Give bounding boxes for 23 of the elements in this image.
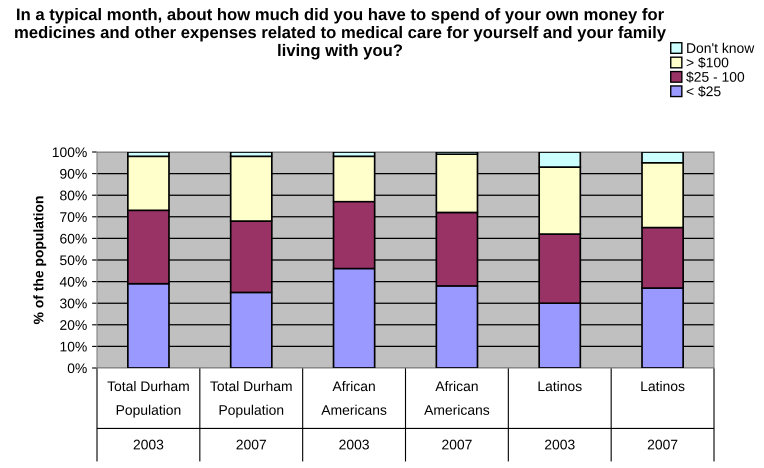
y-tick-label: 90% bbox=[60, 168, 87, 179]
y-tick-label: 80% bbox=[60, 190, 87, 200]
category-label: Total Durham Population 2007 bbox=[210, 380, 292, 450]
y-axis-title: % of the population bbox=[33, 196, 46, 324]
y-tick-label: 60% bbox=[60, 234, 87, 244]
category-label: Total Durham Population 2003 bbox=[107, 380, 189, 450]
y-tick-label: 50% bbox=[60, 255, 87, 266]
y-tick-label: 30% bbox=[60, 298, 87, 308]
category-label: African Americans 2003 bbox=[321, 380, 386, 450]
y-tick-label: 70% bbox=[60, 212, 87, 222]
y-tick-label: 40% bbox=[60, 276, 87, 287]
legend-label: $25 - 100 bbox=[686, 71, 744, 83]
legend-label: < $25 bbox=[686, 86, 721, 98]
y-tick-label: 10% bbox=[60, 342, 87, 352]
legend-label: > $100 bbox=[686, 56, 728, 68]
y-tick-label: 0% bbox=[68, 363, 87, 374]
y-tick-label: 100% bbox=[52, 147, 87, 158]
category-label: African Americans 2007 bbox=[424, 380, 490, 450]
legend-label: Don't know bbox=[687, 42, 754, 53]
category-label: Latinos 2003 bbox=[538, 380, 582, 450]
category-label: Latinos 2007 bbox=[641, 380, 684, 450]
y-tick-label: 20% bbox=[60, 320, 87, 330]
chart-title: In a typical month, about how much did you have to spend of your own money for medicines and other expenses related to medical care for yourself and your family living with you? bbox=[15, 8, 666, 60]
